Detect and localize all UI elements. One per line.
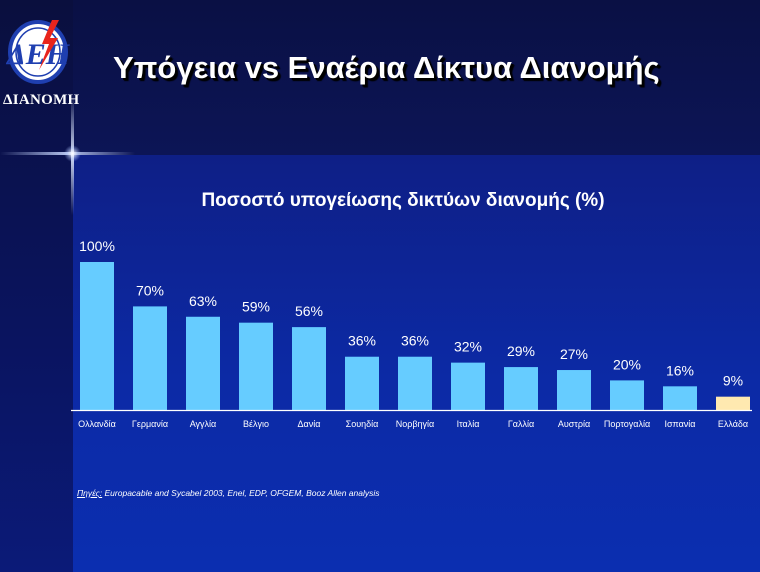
bar-value-label-9: 27% (560, 346, 588, 362)
bar-4 (292, 327, 326, 410)
category-label-10: Πορτογαλία (604, 419, 650, 429)
header-band (73, 0, 760, 155)
source-label: Πηγές: (77, 488, 103, 498)
bar-1 (133, 306, 167, 410)
bar-5 (345, 356, 379, 410)
bar-value-label-3: 59% (242, 299, 270, 315)
bar-value-label-7: 32% (454, 339, 482, 355)
bar-3 (239, 322, 273, 410)
category-label-7: Ιταλία (457, 419, 480, 429)
left-band (0, 0, 73, 572)
bar-value-label-10: 20% (613, 356, 641, 372)
bar-value-label-8: 29% (507, 343, 535, 359)
bar-value-label-6: 36% (401, 333, 429, 349)
category-label-3: Βέλγιο (243, 419, 269, 429)
bar-6 (398, 356, 432, 410)
logo-caption: ΔΙΑΝΟΜΗ (3, 92, 80, 108)
category-label-5: Σουηδία (346, 419, 379, 429)
source-note: Πηγές: Europacable and Sycabel 2003, Ene… (77, 488, 380, 498)
bar-value-label-12: 9% (723, 373, 743, 389)
lens-flare-core (64, 145, 81, 162)
source-text: Europacable and Sycabel 2003, Enel, EDP,… (104, 488, 380, 498)
category-label-4: Δανία (298, 419, 321, 429)
bar-12 (716, 396, 750, 410)
bar-11 (663, 386, 697, 410)
category-label-6: Νορβηγία (396, 419, 435, 429)
category-label-12: Ελλάδα (718, 419, 748, 429)
category-label-8: Γαλλία (508, 419, 534, 429)
bar-value-label-1: 70% (136, 282, 164, 298)
page-title: Υπόγεια vs Εναέρια Δίκτυα Διανομής (113, 50, 660, 85)
bar-value-label-5: 36% (348, 333, 376, 349)
category-label-9: Αυστρία (558, 419, 590, 429)
bar-value-label-4: 56% (295, 303, 323, 319)
bar-0 (80, 262, 114, 410)
bar-7 (451, 362, 485, 410)
logo-mark: ΔΕΗ (6, 38, 71, 71)
logo-icon: ΔΕΗ (6, 20, 71, 84)
chart-title: Ποσοστό υπογείωσης δικτύων διανομής (%) (201, 190, 605, 211)
bar-9 (557, 370, 591, 410)
bar-value-label-11: 16% (666, 362, 694, 378)
category-label-0: Ολλανδία (78, 419, 116, 429)
bar-value-label-0: 100% (79, 238, 115, 254)
bar-10 (610, 380, 644, 410)
category-label-11: Ισπανία (664, 419, 695, 429)
bar-8 (504, 367, 538, 410)
category-label-2: Αγγλία (190, 419, 217, 429)
bar-value-label-2: 63% (189, 293, 217, 309)
bar-2 (186, 316, 220, 410)
category-label-1: Γερμανία (132, 419, 168, 429)
